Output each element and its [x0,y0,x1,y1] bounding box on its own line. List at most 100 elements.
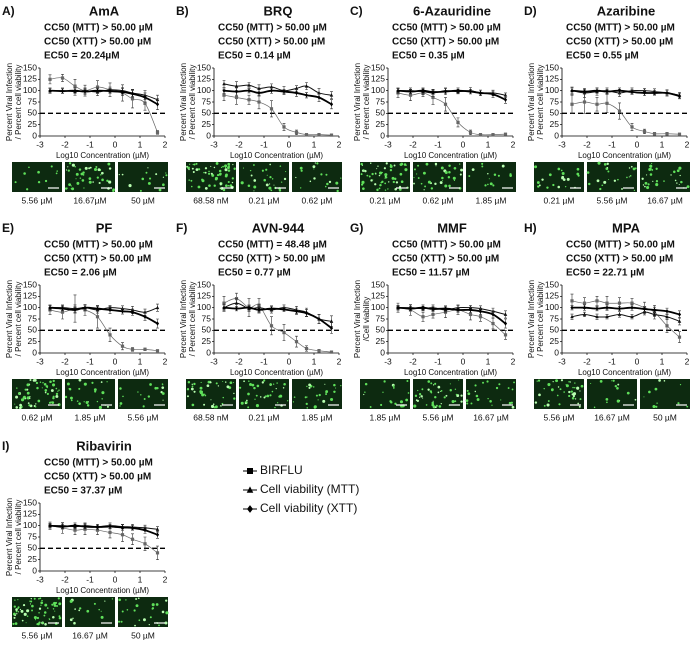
fit-curve [49,89,158,106]
cell-spot [333,383,336,387]
cell-spot [149,383,152,386]
cell-spot [644,181,648,185]
cell-spot [96,400,99,403]
data-point [617,88,622,93]
data-point [257,90,261,96]
cell-spot [155,603,159,606]
cell-spot [106,381,108,383]
cell-spot [670,174,672,176]
cell-spot [325,390,329,394]
cell-spot [201,179,205,183]
data-point [491,133,495,137]
data-point [247,305,251,310]
y-axis-label: /Cell viability [362,297,371,341]
y-tick-label: 125 [545,291,559,301]
cell-spot [455,393,458,396]
x-tick-label: -1 [434,356,442,366]
cell-spot [215,162,219,165]
cell-spot [536,181,540,184]
cell-spot [534,165,537,169]
cell-spot [364,391,366,393]
y-tick-label: 75 [376,96,386,106]
cell-spot [304,396,307,399]
cell-spot [98,608,100,611]
cell-spot [249,383,252,386]
cell-spot [430,382,433,385]
cell-spot [104,600,106,602]
cell-spot [134,624,136,627]
cell-spot [34,406,37,408]
cell-spot [404,168,408,172]
y-tick-label: 50 [202,325,212,335]
cell-spot [145,171,148,174]
cell-spot [501,164,505,168]
cell-spot [76,181,80,185]
data-point [282,331,286,335]
cell-spot [308,383,311,387]
cell-spot [206,384,210,388]
cell-spot [88,167,91,170]
cell-spot [474,384,477,387]
cell-spot [378,187,381,190]
y-tick-label: 75 [550,96,560,106]
x-tick-label: 0 [635,356,640,366]
cell-spot [147,181,151,185]
cell-spot [448,171,451,174]
data-point [269,85,274,89]
cell-spot [279,394,283,398]
cell-spot [52,379,55,383]
data-point [120,89,125,95]
data-point [155,532,160,537]
cell-spot [547,400,550,402]
cell-spot [314,162,316,164]
cell-spot [151,603,155,607]
cell-spot [35,381,39,385]
cell-spot [52,608,55,610]
cell-spot [434,396,437,399]
cell-spot [126,609,129,611]
x-tick-label: -2 [583,139,591,149]
cell-spot [14,614,17,617]
cell-spot [269,394,272,397]
y-tick-label: 75 [202,313,212,323]
cell-spot [487,397,489,400]
x-axis-label: Log10 Concentration (µM) [56,586,149,595]
cc50-mtt: CC50 (MTT) > 50.00 µM [218,23,327,34]
cell-spot [108,180,112,184]
cell-spot [605,397,609,401]
data-point [317,316,321,322]
data-point [234,306,239,311]
cell-spot [224,167,227,169]
data-point [95,306,100,311]
x-tick-label: -3 [384,356,392,366]
cell-spot [36,386,39,390]
cell-spot [26,188,29,191]
cell-spot [434,162,438,166]
data-point [431,306,435,312]
cell-spot [94,168,97,171]
cell-spot [23,612,27,616]
data-point [665,314,669,319]
cell-spot [100,174,102,176]
legend-label: BIRFLU [260,463,303,477]
cell-spot [414,394,418,398]
y-tick-label: 0 [380,347,385,357]
cell-spot [431,403,435,407]
data-point [665,309,669,314]
cell-spot [17,599,19,601]
cell-spot [54,610,56,612]
cc50-xtt: CC50 (XTT) > 50.00 µM [392,254,499,265]
x-tick-label: -1 [434,139,442,149]
cell-spot [141,177,145,181]
micrograph-label: 0.62 µM [423,195,454,205]
cell-spot [30,597,32,600]
cell-spot [273,184,275,186]
cell-spot [263,379,266,382]
data-point [120,525,125,530]
data-point [317,95,321,100]
cell-spot [537,185,540,188]
y-tick-label: 0 [32,130,37,140]
panel-letter: C) [350,4,363,18]
y-tick-label: 150 [545,62,559,72]
data-point [329,102,334,107]
